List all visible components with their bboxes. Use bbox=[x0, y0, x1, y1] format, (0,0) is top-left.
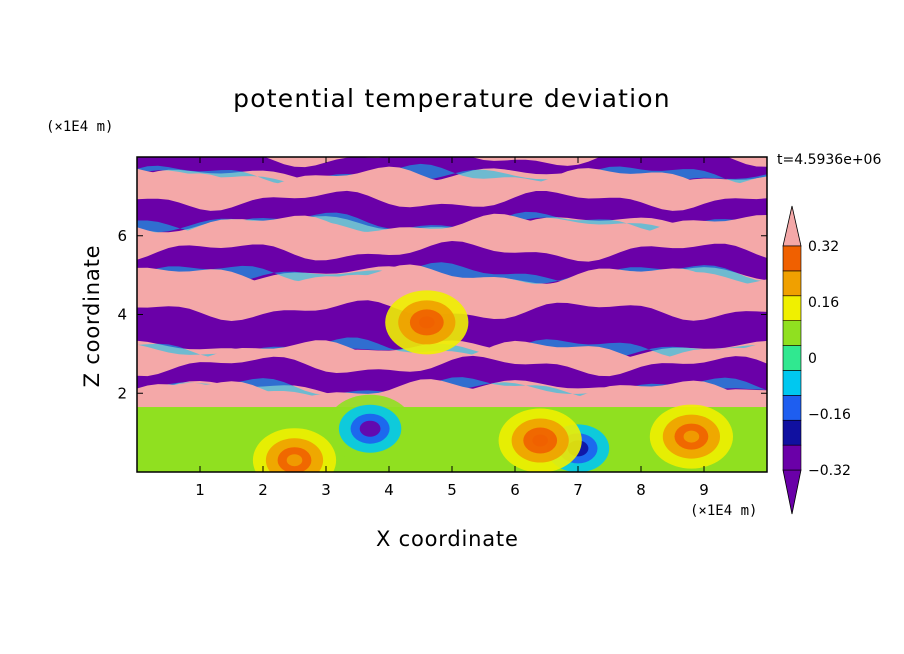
colorbar-segment bbox=[782, 444, 802, 471]
x-tick-label: 2 bbox=[258, 481, 268, 499]
field-feature bbox=[286, 454, 303, 467]
colorbar-segment bbox=[782, 320, 802, 346]
field-feature bbox=[359, 420, 381, 437]
field-band bbox=[137, 379, 767, 416]
y-tick-label: 4 bbox=[117, 306, 127, 324]
y-tick-label: 6 bbox=[117, 227, 127, 245]
field-band bbox=[137, 241, 767, 285]
field-feature bbox=[683, 430, 700, 443]
colorbar-segment bbox=[782, 345, 802, 371]
field-band bbox=[137, 166, 767, 208]
x-axis-unit: (×1E4 m) bbox=[690, 503, 758, 519]
chart-title: potential temperature deviation bbox=[233, 84, 671, 113]
field-feature bbox=[419, 316, 435, 329]
y-tick-label: 2 bbox=[117, 384, 127, 402]
x-tick-label: 6 bbox=[510, 481, 520, 499]
time-label: t=4.5936e+06 bbox=[777, 152, 882, 168]
field-feature bbox=[532, 434, 548, 447]
x-tick-label: 5 bbox=[447, 481, 457, 499]
colorbar-under-triangle bbox=[782, 469, 802, 515]
colorbar-segment bbox=[782, 270, 802, 297]
colorbar-label: −0.16 bbox=[808, 407, 851, 423]
plot-area bbox=[137, 157, 767, 472]
field-band bbox=[137, 190, 767, 233]
colorbar-label: 0.16 bbox=[808, 295, 839, 311]
colorbar-label: 0.32 bbox=[808, 239, 839, 255]
x-tick-label: 4 bbox=[384, 481, 394, 499]
colorbar-over-triangle bbox=[782, 205, 802, 247]
field-band bbox=[137, 213, 767, 260]
field-band bbox=[137, 355, 767, 399]
x-tick-label: 7 bbox=[573, 481, 583, 499]
x-axis-label: X coordinate bbox=[376, 527, 519, 551]
axes: 1 2 3 4 5 6 7 8 9 2 4 6 bbox=[117, 157, 767, 499]
field-band bbox=[137, 157, 767, 186]
y-axis-unit: (×1E4 m) bbox=[46, 119, 114, 135]
colorbar-segment bbox=[782, 419, 802, 446]
x-tick-label: 8 bbox=[636, 481, 646, 499]
field-band bbox=[137, 340, 767, 376]
colorbar-label: −0.32 bbox=[808, 463, 851, 479]
colorbar: 0.32 0.16 0 −0.16 −0.32 bbox=[782, 205, 851, 515]
colorbar-segment bbox=[782, 295, 802, 321]
x-tick-label: 9 bbox=[699, 481, 709, 499]
colorbar-segment bbox=[782, 370, 802, 396]
colorbar-label: 0 bbox=[808, 351, 817, 367]
x-tick-label: 3 bbox=[321, 481, 331, 499]
colorbar-segment bbox=[782, 395, 802, 421]
field-band bbox=[137, 264, 767, 320]
x-tick-label: 1 bbox=[195, 481, 205, 499]
colorbar-segment bbox=[782, 245, 802, 272]
field-fringe bbox=[137, 262, 767, 286]
